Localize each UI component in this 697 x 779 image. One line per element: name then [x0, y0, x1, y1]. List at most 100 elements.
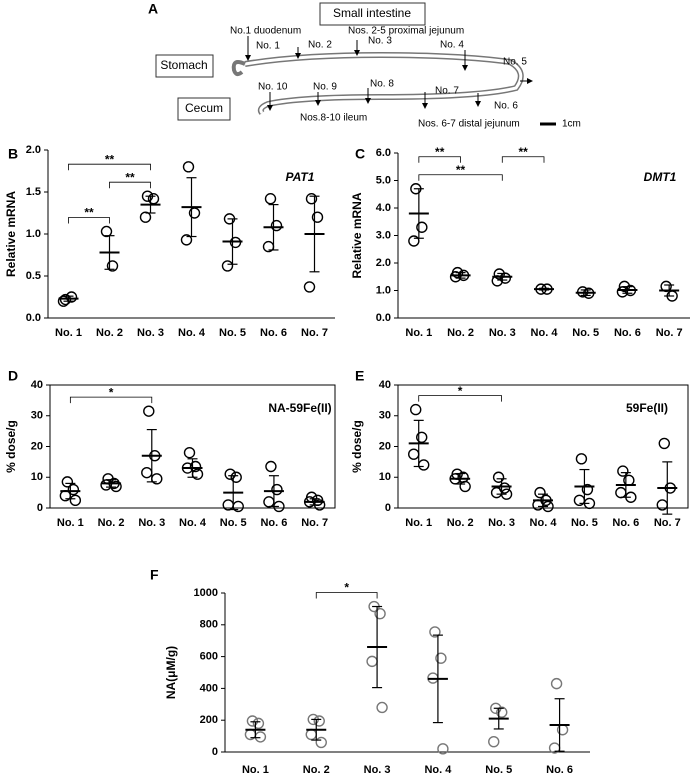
- y-tick-label: 2.0: [376, 257, 391, 269]
- data-point: [311, 211, 324, 223]
- data-point: [182, 161, 195, 173]
- data-point: [416, 221, 428, 233]
- y-tick-label: 400: [200, 682, 218, 694]
- y-tick-label: 10: [379, 471, 391, 483]
- y-tick-label: 0.5: [26, 270, 41, 282]
- significance-bracket: [418, 156, 461, 163]
- y-tick-label: 800: [200, 619, 218, 631]
- panel-letter: F: [150, 567, 159, 583]
- significance-label: *: [109, 385, 114, 399]
- data-point: [270, 219, 283, 232]
- data-point: [246, 715, 259, 727]
- y-tick-label: 600: [200, 651, 218, 663]
- data-point: [183, 446, 196, 459]
- data-point: [534, 486, 546, 499]
- y-tick-label: 1.5: [26, 186, 41, 198]
- y-axis-label: NA(μM/g): [164, 646, 178, 699]
- data-point: [305, 193, 318, 205]
- x-tick-label: No. 4: [530, 517, 558, 529]
- panel-letter: D: [8, 368, 18, 384]
- label: Nos. 6-7 distal jejunum: [418, 119, 520, 130]
- data-point: [410, 403, 422, 416]
- significance-label: **: [456, 163, 466, 177]
- panel-letter: E: [355, 368, 364, 384]
- x-tick-label: No. 7: [656, 327, 683, 339]
- y-tick-label: 40: [379, 379, 391, 391]
- x-tick-label: No. 3: [488, 517, 515, 529]
- x-tick-label: No. 7: [301, 327, 328, 339]
- data-point: [437, 743, 449, 755]
- x-tick-label: No. 7: [301, 517, 328, 529]
- data-point: [550, 677, 563, 690]
- data-point: [376, 701, 388, 714]
- y-tick-label: 20: [379, 440, 391, 452]
- data-point: [271, 483, 283, 496]
- data-point: [496, 706, 508, 718]
- label: No. 2: [308, 40, 332, 51]
- x-tick-label: No. 1: [242, 764, 269, 776]
- x-tick-label: No. 3: [489, 327, 516, 339]
- data-point: [313, 715, 325, 727]
- y-tick-label: 0: [385, 502, 391, 514]
- x-tick-label: No. 3: [138, 517, 165, 529]
- data-point: [263, 496, 275, 508]
- significance-bracket: [68, 163, 151, 171]
- data-point: [264, 193, 277, 205]
- significance-bracket: [68, 217, 110, 224]
- data-point: [658, 437, 670, 450]
- data-point: [408, 235, 420, 247]
- label: No. 3: [368, 36, 392, 47]
- y-axis-label: % dose/g: [4, 420, 18, 473]
- panel-letter: B: [8, 146, 18, 162]
- label: Cecum: [185, 101, 223, 115]
- x-tick-label: No. 6: [546, 764, 573, 776]
- data-point: [254, 731, 267, 743]
- x-tick-label: No. 6: [260, 517, 287, 529]
- label: No. 8: [370, 79, 394, 90]
- data-point: [67, 483, 80, 496]
- significance-label: **: [105, 152, 115, 166]
- data-point: [221, 260, 234, 272]
- significance-bracket: [418, 395, 502, 402]
- x-tick-label: No. 1: [55, 327, 82, 339]
- significance-label: *: [344, 581, 349, 595]
- y-tick-label: 0: [37, 502, 43, 514]
- x-tick-label: No. 5: [485, 764, 512, 776]
- x-tick-label: No. 7: [654, 517, 681, 529]
- data-point: [615, 486, 627, 499]
- x-tick-label: No. 4: [179, 517, 207, 529]
- data-point: [141, 466, 153, 479]
- label: No. 9: [313, 82, 337, 93]
- label-box: [177, 97, 231, 121]
- y-axis-label: Relative mRNA: [350, 192, 364, 278]
- y-tick-label: 1.0: [376, 284, 391, 296]
- y-axis-label: Relative mRNA: [4, 191, 18, 277]
- x-tick-label: No. 3: [137, 327, 164, 339]
- significance-label: *: [458, 384, 463, 398]
- significance-label: **: [435, 145, 445, 159]
- y-tick-label: 6.0: [376, 147, 391, 159]
- panel-letter: A: [148, 1, 158, 17]
- y-tick-label: 4.0: [376, 202, 391, 214]
- data-point: [100, 225, 113, 238]
- label: No. 7: [435, 86, 459, 97]
- x-tick-label: No. 2: [447, 327, 474, 339]
- data-point: [581, 483, 594, 496]
- x-tick-label: No. 1: [405, 517, 432, 529]
- data-point: [180, 234, 193, 246]
- x-tick-label: No. 3: [364, 764, 391, 776]
- significance-bracket: [109, 181, 151, 189]
- x-tick-label: No. 2: [447, 517, 474, 529]
- label: 1cm: [562, 119, 581, 130]
- y-tick-label: 200: [200, 714, 218, 726]
- stomach-outline: [231, 60, 246, 77]
- label: No. 1: [256, 41, 280, 52]
- annotation: PAT1: [286, 170, 315, 184]
- data-point: [374, 607, 386, 620]
- significance-bracket: [418, 174, 503, 181]
- data-point: [139, 211, 152, 223]
- data-point: [418, 459, 430, 471]
- data-point: [315, 736, 327, 749]
- panel-a: A Small intestine No.1 duodenum No. 1 No…: [148, 1, 581, 130]
